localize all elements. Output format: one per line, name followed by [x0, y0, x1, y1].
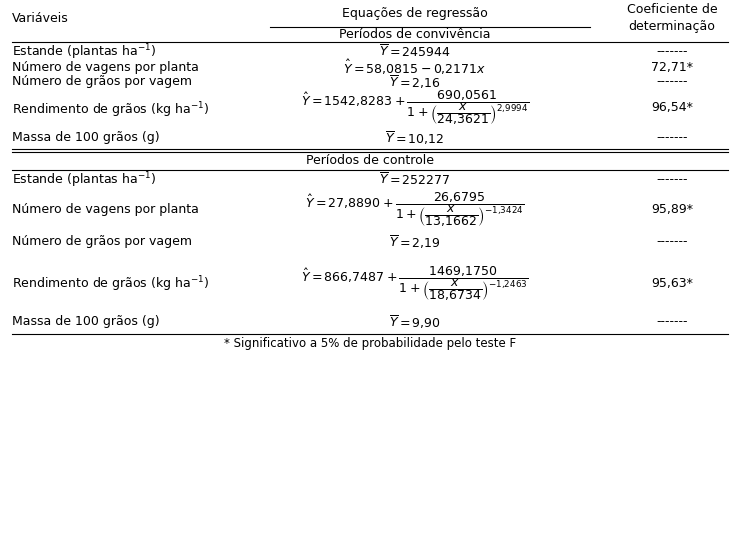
Text: $\hat{Y} = 1542{,}8283+\dfrac{690{,}0561}{1+\left(\dfrac{x}{24{,}3621}\right)^{2: $\hat{Y} = 1542{,}8283+\dfrac{690{,}0561…	[301, 88, 529, 128]
Text: Estande (plantas ha$^{-1}$): Estande (plantas ha$^{-1}$)	[12, 170, 156, 190]
Text: Estande (plantas ha$^{-1}$): Estande (plantas ha$^{-1}$)	[12, 42, 156, 62]
Text: Número de vagens por planta: Número de vagens por planta	[12, 204, 199, 217]
Text: 95,63*: 95,63*	[651, 278, 693, 291]
Text: -------: -------	[656, 46, 687, 58]
Text: Períodos de controle: Períodos de controle	[306, 153, 434, 167]
Text: $\overline{Y} = 9{,}90$: $\overline{Y} = 9{,}90$	[389, 314, 441, 331]
Text: -------: -------	[656, 174, 687, 187]
Text: $\overline{Y} = 245944$: $\overline{Y} = 245944$	[380, 44, 451, 60]
Text: Períodos de convivência: Períodos de convivência	[339, 27, 491, 41]
Text: -------: -------	[656, 131, 687, 145]
Text: $\overline{Y} = 10{,}12$: $\overline{Y} = 10{,}12$	[386, 130, 445, 146]
Text: $\hat{Y} = 27{,}8890+\dfrac{26{,}6795}{1+\left(\dfrac{x}{13{,}1662}\right)^{-1{,: $\hat{Y} = 27{,}8890+\dfrac{26{,}6795}{1…	[305, 191, 525, 229]
Text: -------: -------	[656, 76, 687, 88]
Text: Número de grãos por vagem: Número de grãos por vagem	[12, 76, 192, 88]
Text: 72,71*: 72,71*	[651, 61, 693, 73]
Text: Equações de regressão: Equações de regressão	[342, 8, 488, 20]
Text: Rendimento de grãos (kg ha$^{-1}$): Rendimento de grãos (kg ha$^{-1}$)	[12, 100, 209, 120]
Text: Número de grãos por vagem: Número de grãos por vagem	[12, 235, 192, 249]
Text: Massa de 100 grãos (g): Massa de 100 grãos (g)	[12, 316, 160, 329]
Text: -------: -------	[656, 316, 687, 329]
Text: $\hat{Y} = 866{,}7487+\dfrac{1469{,}1750}{1+\left(\dfrac{x}{18{,}6734}\right)^{-: $\hat{Y} = 866{,}7487+\dfrac{1469{,}1750…	[301, 265, 529, 303]
Text: $\overline{Y} = 2{,}16$: $\overline{Y} = 2{,}16$	[389, 73, 441, 91]
Text: $\overline{Y} = 2{,}19$: $\overline{Y} = 2{,}19$	[389, 234, 441, 250]
Text: $\overline{Y} = 252277$: $\overline{Y} = 252277$	[380, 172, 451, 188]
Text: Número de vagens por planta: Número de vagens por planta	[12, 61, 199, 73]
Text: Coeficiente de
determinação: Coeficiente de determinação	[627, 3, 717, 33]
Text: 96,54*: 96,54*	[651, 101, 693, 115]
Text: -------: -------	[656, 235, 687, 249]
Text: * Significativo a 5% de probabilidade pelo teste F: * Significativo a 5% de probabilidade pe…	[224, 338, 516, 351]
Text: Rendimento de grãos (kg ha$^{-1}$): Rendimento de grãos (kg ha$^{-1}$)	[12, 274, 209, 294]
Text: $\hat{Y} = 58{,}0815 - 0{,}2171x$: $\hat{Y} = 58{,}0815 - 0{,}2171x$	[343, 57, 487, 77]
Text: Massa de 100 grãos (g): Massa de 100 grãos (g)	[12, 131, 160, 145]
Text: 95,89*: 95,89*	[651, 204, 693, 217]
Text: Variáveis: Variáveis	[12, 11, 69, 25]
